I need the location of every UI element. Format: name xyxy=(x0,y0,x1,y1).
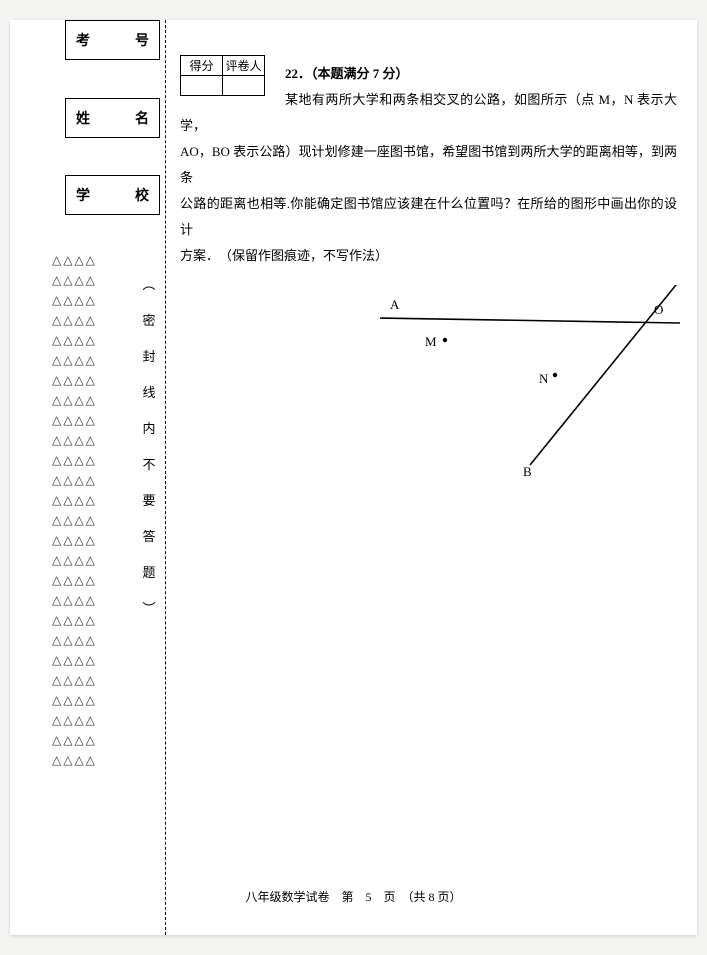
triangle-row: △△△△ xyxy=(52,430,132,450)
label: 姓 xyxy=(76,108,90,128)
triangle-row: △△△△ xyxy=(52,310,132,330)
triangle-row: △△△△ xyxy=(52,330,132,350)
triangle-row: △△△△ xyxy=(52,270,132,290)
triangle-row: △△△△ xyxy=(52,510,132,530)
body-line: 公路的距离也相等.你能确定图书馆应该建在什么位置吗？在所给的图形中画出你的设计 xyxy=(180,191,677,243)
label: 学 xyxy=(76,185,90,205)
triangle-row: △△△△ xyxy=(52,730,132,750)
line-AO xyxy=(380,318,680,323)
seal-char: 封 xyxy=(140,342,158,372)
triangle-row: △△△△ xyxy=(52,370,132,390)
body-line: 某地有两所大学和两条相交叉的公路，如图所示（点 M，N 表示大学， xyxy=(180,87,677,139)
point-M-dot xyxy=(443,338,447,342)
seal-char: 不 xyxy=(140,450,158,480)
body-line: 方案． （保留作图痕迹，不写作法） xyxy=(180,243,677,269)
triangle-pattern: △△△△△△△△△△△△△△△△△△△△△△△△△△△△△△△△△△△△△△△△… xyxy=(52,250,132,770)
point-N-dot xyxy=(553,373,557,377)
triangle-row: △△△△ xyxy=(52,410,132,430)
label: 号 xyxy=(135,30,149,50)
label: 名 xyxy=(135,108,149,128)
seal-char: 题 xyxy=(140,558,158,588)
triangle-row: △△△△ xyxy=(52,490,132,510)
seal-dashed-line xyxy=(165,20,166,935)
triangle-row: △△△△ xyxy=(52,590,132,610)
exam-number-box: 考 号 xyxy=(65,20,160,60)
triangle-row: △△△△ xyxy=(52,550,132,570)
school-box: 学 校 xyxy=(65,175,160,215)
seal-char: ︵ xyxy=(140,270,158,300)
label-M: M xyxy=(425,334,437,349)
triangle-row: △△△△ xyxy=(52,570,132,590)
triangle-row: △△△△ xyxy=(52,290,132,310)
question-body: 某地有两所大学和两条相交叉的公路，如图所示（点 M，N 表示大学， AO，BO … xyxy=(180,87,677,269)
seal-char: 要 xyxy=(140,486,158,516)
name-box: 姓 名 xyxy=(65,98,160,138)
triangle-row: △△△△ xyxy=(52,250,132,270)
triangle-row: △△△△ xyxy=(52,670,132,690)
triangle-row: △△△△ xyxy=(52,450,132,470)
seal-vertical-text: ︵ 密封线内不要答题 ︶ xyxy=(140,270,158,630)
question-number: 22．（本题满分 7 分） xyxy=(285,63,409,82)
grader-label: 评卷人 xyxy=(223,56,265,76)
triangle-row: △△△△ xyxy=(52,650,132,670)
label: 考 xyxy=(76,30,90,50)
triangle-row: △△△△ xyxy=(52,350,132,370)
triangle-row: △△△△ xyxy=(52,530,132,550)
score-label: 得分 xyxy=(181,56,223,76)
exam-page: 考 号 姓 名 学 校 △△△△△△△△△△△△△△△△△△△△△△△△△△△△… xyxy=(10,20,697,935)
body-line: AO，BO 表示公路）现计划修建一座图书馆，希望图书馆到两所大学的距离相等，到两… xyxy=(180,139,677,191)
geometry-diagram: A O B M N xyxy=(370,285,690,485)
triangle-row: △△△△ xyxy=(52,710,132,730)
triangle-row: △△△△ xyxy=(52,690,132,710)
label-B: B xyxy=(523,464,532,479)
label: 校 xyxy=(135,185,149,205)
triangle-row: △△△△ xyxy=(52,610,132,630)
label-A: A xyxy=(390,297,400,312)
seal-char: ︶ xyxy=(140,594,158,624)
seal-char: 密 xyxy=(140,306,158,336)
label-O: O xyxy=(654,302,663,317)
seal-char: 答 xyxy=(140,522,158,552)
page-footer: 八年级数学试卷 第 5 页 （共 8 页） xyxy=(10,888,697,905)
triangle-row: △△△△ xyxy=(52,750,132,770)
seal-char: 线 xyxy=(140,378,158,408)
binding-column: 考 号 姓 名 学 校 △△△△△△△△△△△△△△△△△△△△△△△△△△△△… xyxy=(10,20,170,935)
label-N: N xyxy=(539,371,549,386)
triangle-row: △△△△ xyxy=(52,390,132,410)
triangle-row: △△△△ xyxy=(52,470,132,490)
seal-char: 内 xyxy=(140,414,158,444)
triangle-row: △△△△ xyxy=(52,630,132,650)
